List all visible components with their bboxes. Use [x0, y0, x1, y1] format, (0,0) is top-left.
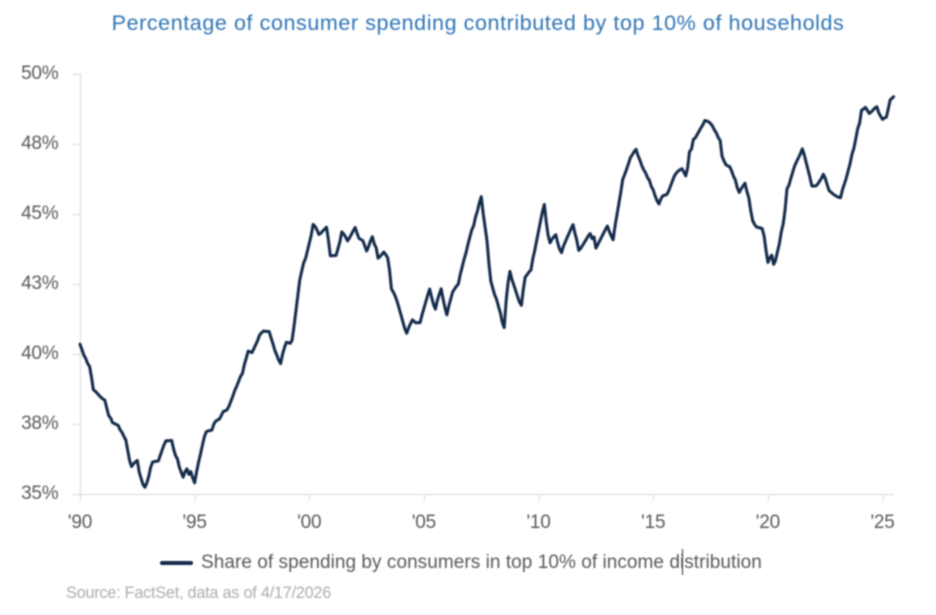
x-tick-label: '95: [182, 512, 207, 533]
x-tick-label: '05: [411, 512, 437, 533]
legend-line-swatch: [159, 561, 193, 565]
legend-label: Share of spending by consumers in top 10…: [201, 552, 762, 573]
axes-and-ticks: [73, 73, 894, 501]
x-tick-label: '90: [67, 512, 93, 533]
x-tick-label: '15: [641, 512, 666, 533]
y-tick-label: 45%: [21, 203, 59, 224]
chart-title: Percentage of consumer spending contribu…: [111, 10, 845, 35]
y-tick-label: 38%: [21, 413, 59, 434]
y-tick-label: 40%: [21, 343, 59, 364]
x-tick-label: '10: [526, 512, 551, 533]
x-tick-label: '00: [297, 512, 322, 533]
source-note: Source: FactSet, data as of 4/17/2026: [66, 584, 331, 602]
y-tick-label: 35%: [21, 483, 59, 504]
y-tick-label: 43%: [21, 273, 59, 294]
text-cursor-caret: [682, 549, 684, 575]
y-tick-label: 48%: [21, 133, 59, 154]
x-tick-label: '25: [870, 512, 895, 533]
series-line: [78, 95, 896, 489]
y-tick-label: 50%: [21, 63, 59, 84]
x-tick-label: '20: [755, 512, 780, 533]
